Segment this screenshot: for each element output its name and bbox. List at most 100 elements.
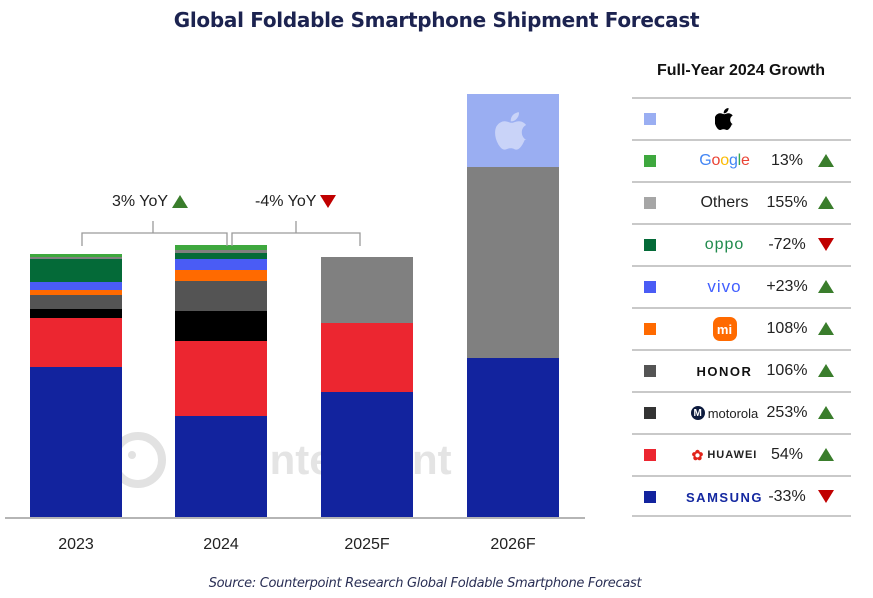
up-arrow-icon xyxy=(818,280,834,293)
oppo-logo-icon: oppo xyxy=(704,236,745,253)
bar-segment-xiaomi-2024 xyxy=(175,270,267,281)
google-letter: o xyxy=(720,152,729,169)
huawei-logo-icon: ✿ HUAWEI xyxy=(672,435,777,475)
bar-segment-honor-2024 xyxy=(175,281,267,311)
legend-row-samsung: SAMSUNG -33% xyxy=(632,475,851,517)
bar-segment-others-2023 xyxy=(30,257,122,259)
growth-value: +23% xyxy=(766,278,808,295)
samsung-logo-icon: SAMSUNG xyxy=(686,489,763,505)
legend-row-vivo: vivo +23% xyxy=(632,265,851,307)
growth-value: 108% xyxy=(766,320,808,337)
motorola-logo-icon: M motorola xyxy=(672,393,777,433)
huawei-petal-icon: ✿ xyxy=(691,446,705,463)
google-letter: G xyxy=(699,152,712,169)
bar-segment-motorola-2023 xyxy=(30,309,122,318)
up-arrow-icon xyxy=(818,448,834,461)
bar-segment-huawei-2024 xyxy=(175,341,267,416)
up-arrow-icon xyxy=(818,364,834,377)
legend-row-motorola: M motorola 253% xyxy=(632,391,851,433)
bar-segment-xiaomi-2023 xyxy=(30,290,122,295)
bar-segment-samsung-2024 xyxy=(175,416,267,518)
chart-title: Global Foldable Smartphone Shipment Fore… xyxy=(173,8,700,32)
legend-row-huawei: ✿ HUAWEI 54% xyxy=(632,433,851,475)
motorola-batwing-icon: M xyxy=(690,406,705,420)
brand-name: Others xyxy=(700,194,749,211)
down-arrow-icon xyxy=(320,195,337,209)
bar-segment-honor-2023 xyxy=(30,295,122,309)
down-arrow-icon xyxy=(818,490,834,503)
legend-swatch xyxy=(644,281,656,293)
source-note: Source: Counterpoint Research Global Fol… xyxy=(208,576,642,591)
brand-name: motorola xyxy=(707,405,759,421)
bar-segment-others-2026f xyxy=(467,167,559,358)
bar-segment-google-2024 xyxy=(175,245,267,250)
legend-swatch xyxy=(644,491,656,503)
xiaomi-logo-icon: mi xyxy=(672,309,777,349)
legend-swatch xyxy=(644,197,656,209)
watermark-logo-dot xyxy=(128,451,136,459)
bar-segment-huawei-2023 xyxy=(30,318,122,367)
x-tick-label: 2024 xyxy=(203,536,239,553)
google-logo-icon: Google xyxy=(672,141,777,181)
stacked-bar-chart: Counterpoint 2023 2024 2025F 2026F xyxy=(5,94,585,553)
growth-value: -33% xyxy=(768,488,806,505)
legend-swatch xyxy=(644,407,656,419)
bar-segment-oppo-2023 xyxy=(30,259,122,282)
growth-value: 106% xyxy=(766,362,808,379)
bar-segment-others-2024 xyxy=(175,250,267,253)
bar-segment-vivo-2023 xyxy=(30,282,122,290)
up-arrow-icon xyxy=(818,322,834,335)
bar-segment-vivo-2024 xyxy=(175,259,267,270)
x-tick-label: 2025F xyxy=(344,536,390,553)
x-tick-label: 2023 xyxy=(58,536,94,553)
up-arrow-icon xyxy=(818,154,834,167)
up-arrow-icon xyxy=(818,196,834,209)
legend-row-apple xyxy=(632,97,851,139)
growth-value: -72% xyxy=(768,236,806,253)
apple-logo-icon xyxy=(672,99,777,139)
xiaomi-mark: mi xyxy=(712,317,737,341)
honor-logo-icon: HONOR xyxy=(696,363,753,379)
brand-name: HUAWEI xyxy=(707,449,758,461)
google-letter: g xyxy=(728,152,738,169)
growth-value: 54% xyxy=(770,446,804,463)
yoy-annotation-2023-2024: 3% YoY xyxy=(112,193,189,211)
apple-logo-in-bar-icon xyxy=(495,112,527,150)
legend-title: Full-Year 2024 Growth xyxy=(656,62,826,79)
bar-segment-others-2025f xyxy=(321,257,413,323)
growth-value: 13% xyxy=(770,152,804,169)
vivo-logo-icon: vivo xyxy=(707,277,742,296)
growth-legend: Google 13% Others 155% oppo -72% vivo +2… xyxy=(632,97,851,517)
legend-row-others: Others 155% xyxy=(632,181,851,223)
x-tick-label: 2026F xyxy=(490,536,536,553)
legend-swatch xyxy=(644,113,656,125)
bar-segment-samsung-2023 xyxy=(30,367,122,518)
bar-segment-samsung-2025f xyxy=(321,392,413,518)
bar-segment-oppo-2024 xyxy=(175,253,267,259)
legend-row-xiaomi: mi 108% xyxy=(632,307,851,349)
legend-row-google: Google 13% xyxy=(632,139,851,181)
google-letter: o xyxy=(711,152,721,169)
yoy-bracket-2 xyxy=(231,221,361,246)
growth-value: 155% xyxy=(766,194,808,211)
legend-row-oppo: oppo -72% xyxy=(632,223,851,265)
yoy-bracket-1 xyxy=(81,221,228,246)
up-arrow-icon xyxy=(172,195,189,209)
down-arrow-icon xyxy=(818,238,834,251)
google-letter: e xyxy=(741,152,750,169)
legend-swatch xyxy=(644,449,656,461)
legend-row-honor: HONOR 106% xyxy=(632,349,851,391)
up-arrow-icon xyxy=(818,406,834,419)
growth-value: 253% xyxy=(766,404,808,421)
yoy-text: 3% YoY xyxy=(112,193,169,210)
legend-swatch xyxy=(644,365,656,377)
google-letter: l xyxy=(737,152,742,169)
yoy-annotation-2024-2025F: -4% YoY xyxy=(255,193,337,211)
yoy-text: -4% YoY xyxy=(255,193,317,210)
bar-segment-motorola-2024 xyxy=(175,311,267,341)
bar-segment-google-2023 xyxy=(30,254,122,257)
legend-swatch xyxy=(644,155,656,167)
apple-logo-path xyxy=(495,112,527,150)
legend-swatch xyxy=(644,323,656,335)
brand-name: Google xyxy=(699,152,750,170)
